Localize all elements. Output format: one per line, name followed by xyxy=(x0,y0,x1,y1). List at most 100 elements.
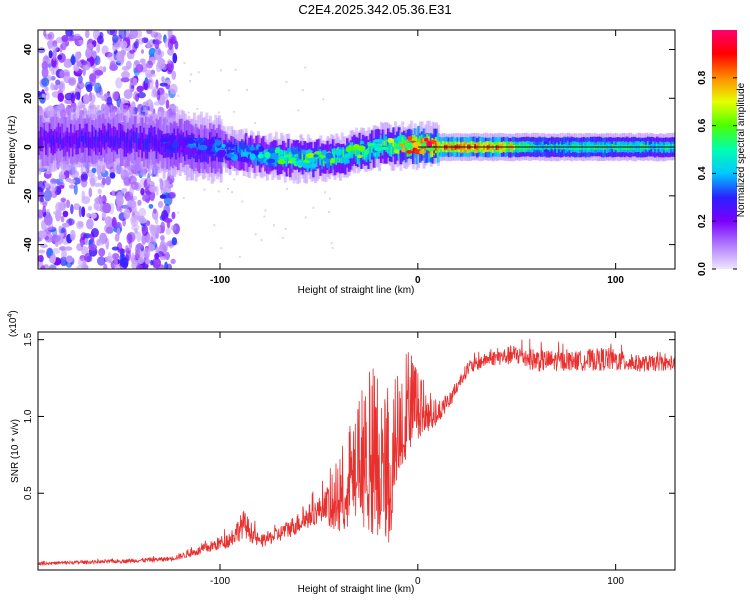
spectrogram-band-cell xyxy=(61,138,65,150)
spectrogram-noise-blob xyxy=(129,30,139,39)
spectrogram-noise-blob xyxy=(50,82,55,91)
spectrogram-noise-blob xyxy=(170,36,176,45)
spectrogram-band-cell xyxy=(89,137,93,149)
spectrogram-band-cell xyxy=(226,149,230,158)
spectrogram-band-cell xyxy=(358,147,362,155)
spectrogram-band-cell xyxy=(354,148,358,157)
spectrogram-noise-blob xyxy=(88,187,93,198)
spectrogram-noise-blob xyxy=(38,209,44,219)
spectrogram-hot-spot xyxy=(349,147,357,151)
spectrogram-band-cell xyxy=(657,144,661,149)
spectrogram-band-cell xyxy=(59,133,63,145)
spectrogram-band-cell xyxy=(137,138,141,150)
spectrogram-band-cell xyxy=(451,145,455,151)
spectrogram-noise-blob xyxy=(163,217,173,224)
spectrogram-speck xyxy=(228,89,231,92)
spectrogram-hot-spot xyxy=(227,149,235,153)
spectrogram-noise-blob xyxy=(132,77,138,86)
spectrogram-band-cell xyxy=(376,147,380,155)
spectrogram-noise-blob xyxy=(88,243,98,251)
spectrogram-noise-blob xyxy=(97,188,102,195)
spectrogram-noise-blob xyxy=(115,77,123,89)
spectrogram-band-cell xyxy=(244,145,248,153)
spectrogram-noise-blob xyxy=(145,258,151,265)
snr-x-axis-label: Height of straight line (km) xyxy=(298,584,415,595)
spectrogram-band-cell xyxy=(62,137,66,149)
spectrogram-noise-blob xyxy=(41,93,46,99)
spectrogram-band-cell xyxy=(550,143,554,149)
spectrogram-band-cell xyxy=(274,154,278,163)
spectrogram-noise-blob xyxy=(127,200,133,206)
spectrogram-noise-blob xyxy=(38,180,45,193)
spectrogram-speck xyxy=(189,80,192,83)
spectrogram-hot-spot xyxy=(325,152,333,159)
spectrogram-hot-spot xyxy=(305,152,315,159)
spectrogram-hot-spot xyxy=(225,144,236,148)
spectrogram-x-axis-label: Height of straight line (km) xyxy=(298,285,415,296)
spectrogram-band-cell xyxy=(237,145,241,153)
spectrogram-image xyxy=(38,30,675,269)
colorbar-tick-label: 0.8 xyxy=(697,70,708,84)
spectrogram-noise-blob xyxy=(159,240,164,250)
spectrogram-hot-spot xyxy=(345,146,351,153)
spectrogram-noise-blob xyxy=(38,249,46,254)
colorbar-tick-label: 0.4 xyxy=(697,166,708,180)
spectrogram-band-cell xyxy=(157,140,161,152)
snr-x-tick-label: 0 xyxy=(415,576,421,587)
spectrogram-band-cell xyxy=(319,157,323,166)
spectrogram-noise-blob xyxy=(77,258,86,267)
spectrogram-noise-blob xyxy=(65,255,73,264)
spectrogram-band-cell xyxy=(114,135,118,147)
spectrogram-band-cell xyxy=(171,137,175,148)
spectrogram-noise-blob xyxy=(52,49,57,58)
spectrogram-band-cell xyxy=(132,130,136,142)
spectrogram-band-cell xyxy=(463,143,467,149)
spectrogram-band-cell xyxy=(118,137,122,149)
spectrogram-band-cell xyxy=(130,136,134,148)
spectrogram-noise-blob xyxy=(146,177,151,186)
spectrogram-band-cell xyxy=(201,138,205,150)
spectrogram-noise-blob xyxy=(157,58,166,70)
spectrogram-noise-blob xyxy=(154,216,159,225)
spectrogram-band-cell xyxy=(57,137,61,149)
spectrogram-speck xyxy=(304,66,307,69)
spectrogram-noise-blob xyxy=(115,194,124,207)
spectrogram-noise-blob xyxy=(38,190,45,199)
spectrogram-hot-spot xyxy=(287,160,293,164)
spectrogram-noise-blob xyxy=(80,174,85,182)
spectrogram-band-cell xyxy=(322,158,326,166)
spectrogram-band-cell xyxy=(342,149,346,157)
spectrogram-noise-blob xyxy=(155,79,159,90)
spectrogram-speck xyxy=(285,81,288,84)
spectrogram-noise-blob xyxy=(68,218,73,226)
spectrogram-noise-blob xyxy=(38,261,41,269)
spectrogram-noise-blob xyxy=(154,39,160,50)
spectrogram-band-cell xyxy=(196,138,200,150)
spectrogram-noise-blob xyxy=(123,89,133,100)
spectrogram-band-cell xyxy=(362,149,366,157)
snr-frame xyxy=(37,331,676,571)
spectrogram-band-cell xyxy=(255,149,259,167)
spectrogram-noise-blob xyxy=(84,236,89,246)
snr-y-axis-label: SNR (10 * v/v) xyxy=(10,419,21,483)
spectrogram-band-cell xyxy=(242,143,246,160)
spectrogram-noise-blob xyxy=(63,202,67,209)
spectrogram-speck xyxy=(220,118,223,121)
spectrogram-band-cell xyxy=(508,143,512,149)
spectrogram-speck xyxy=(238,255,241,258)
spectrogram-band-cell xyxy=(331,148,335,157)
spectrogram-noise-blob xyxy=(111,91,119,101)
spectrogram-noise-blob xyxy=(52,247,60,255)
spectrogram-noise-blob xyxy=(96,44,101,53)
spectrogram-speck xyxy=(281,236,284,239)
spectrogram-noise-blob xyxy=(57,92,65,103)
spectrogram-hot-spot xyxy=(291,148,297,155)
spectrogram-speck xyxy=(254,233,257,236)
spectrogram-noise-blob xyxy=(105,176,111,186)
spectrogram-noise-blob xyxy=(120,77,130,83)
spectrogram-band-cell xyxy=(45,138,49,150)
spectrogram-band-cell xyxy=(148,132,152,144)
spectrogram-speck xyxy=(284,228,287,231)
spectrogram-band-cell xyxy=(143,139,147,151)
spectrogram-band-cell xyxy=(378,138,382,147)
